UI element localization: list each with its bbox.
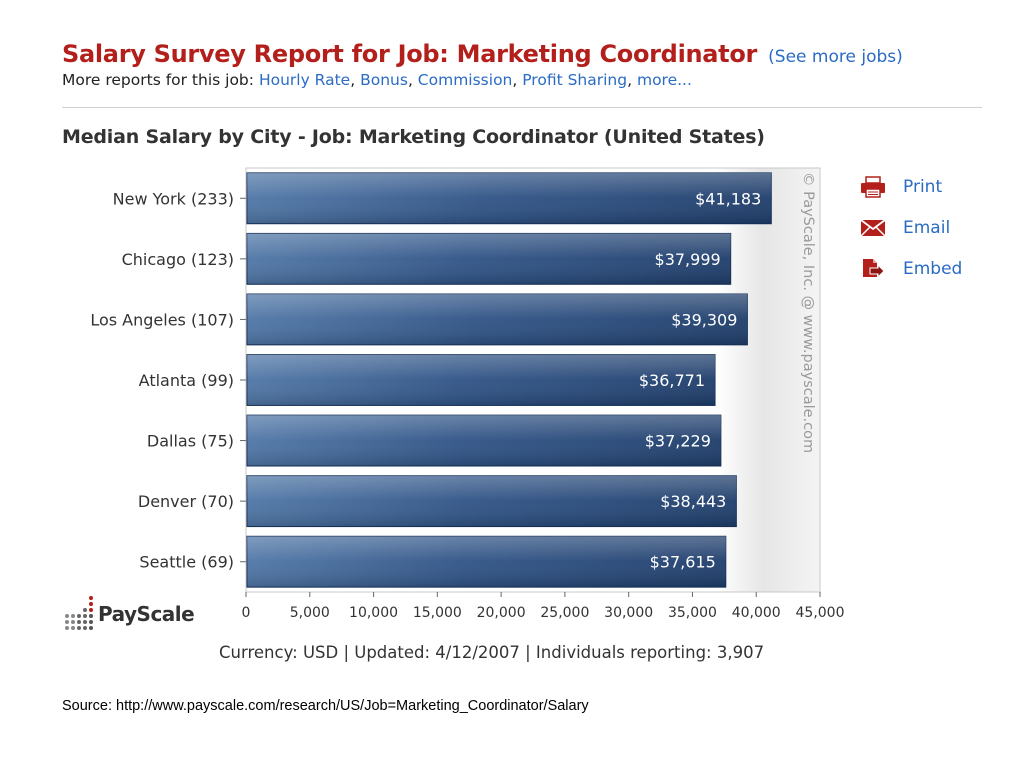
bar-value-label: $37,999 — [655, 250, 721, 269]
header-divider — [62, 107, 982, 108]
x-tick-label: 35,000 — [668, 605, 717, 621]
profit-sharing-link[interactable]: Profit Sharing — [522, 71, 628, 89]
x-tick-label: 25,000 — [540, 605, 589, 621]
bar-value-label: $39,309 — [671, 310, 737, 329]
embed-link[interactable]: Embed — [860, 248, 962, 289]
chart-title: Median Salary by City - Job: Marketing C… — [62, 126, 765, 148]
x-tick-label: 5,000 — [290, 605, 330, 621]
category-label: Chicago (123) — [122, 250, 234, 269]
payscale-wordmark: PayScale — [98, 602, 195, 626]
bar-shine — [247, 536, 726, 588]
category-label: Atlanta (99) — [139, 371, 234, 390]
chart-footer: Currency: USD | Updated: 4/12/2007 | Ind… — [219, 643, 765, 662]
side-links: Print Email Embed — [860, 166, 962, 289]
more-reports-line: More reports for this job: Hourly Rate, … — [62, 71, 692, 89]
bar-value-label: $36,771 — [639, 371, 705, 390]
embed-label: Embed — [903, 258, 963, 279]
category-label: Denver (70) — [138, 492, 234, 511]
source-citation: Source: http://www.payscale.com/research… — [62, 698, 589, 714]
x-tick-label: 20,000 — [477, 605, 526, 621]
printer-icon — [860, 175, 888, 199]
x-tick-label: 10,000 — [349, 605, 398, 621]
bar-shine — [247, 475, 737, 527]
print-link[interactable]: Print — [860, 166, 962, 207]
bonus-link[interactable]: Bonus — [360, 71, 408, 89]
email-link[interactable]: Email — [860, 207, 962, 248]
x-tick-label: 15,000 — [413, 605, 462, 621]
more-link[interactable]: more... — [636, 71, 692, 89]
bar-shine — [247, 354, 716, 406]
see-more-jobs-link[interactable]: (See more jobs) — [768, 47, 903, 67]
bar-value-label: $41,183 — [695, 189, 761, 208]
x-tick-label: 0 — [242, 605, 251, 621]
bar-shine — [247, 233, 731, 285]
category-label: New York (233) — [113, 189, 234, 208]
bar-value-label: $38,443 — [660, 492, 726, 511]
bar-value-label: $37,229 — [645, 432, 711, 451]
commission-link[interactable]: Commission — [417, 71, 513, 89]
x-tick-label: 45,000 — [796, 605, 845, 621]
category-label: Los Angeles (107) — [90, 310, 234, 329]
email-label: Email — [903, 217, 951, 238]
x-tick-label: 30,000 — [604, 605, 653, 621]
more-reports-label: More reports for this job: — [62, 71, 254, 89]
x-tick-label: 40,000 — [732, 605, 781, 621]
bar-shine — [247, 293, 748, 345]
bar-shine — [247, 415, 721, 467]
category-label: Dallas (75) — [147, 432, 234, 451]
envelope-icon — [860, 216, 888, 240]
page-title-line: Salary Survey Report for Job: Marketing … — [62, 40, 903, 68]
bar-shine — [247, 172, 772, 224]
print-label: Print — [903, 176, 943, 197]
page-title: Salary Survey Report for Job: Marketing … — [62, 40, 758, 68]
embed-icon — [860, 257, 888, 281]
payscale-logo: PayScale — [62, 594, 195, 634]
hourly-rate-link[interactable]: Hourly Rate — [258, 71, 351, 89]
chart-watermark: © PayScale, Inc. @ www.payscale.com — [800, 172, 816, 453]
bar-value-label: $37,615 — [650, 553, 716, 572]
category-label: Seattle (69) — [139, 553, 234, 572]
payscale-dots-icon — [62, 594, 94, 634]
